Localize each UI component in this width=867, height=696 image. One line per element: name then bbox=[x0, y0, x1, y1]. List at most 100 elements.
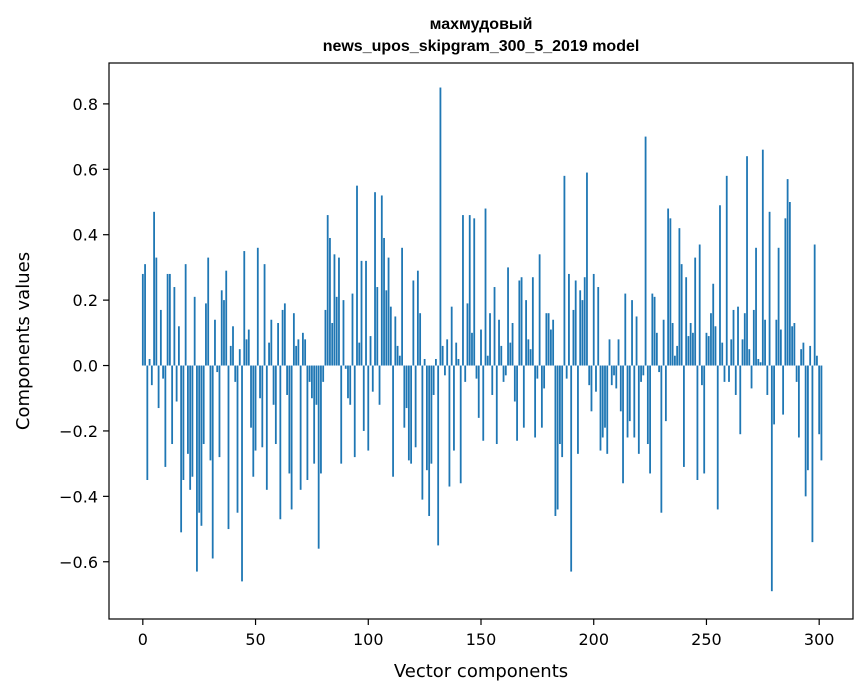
bar bbox=[601, 365, 604, 438]
bar bbox=[376, 287, 379, 366]
bar bbox=[579, 290, 582, 366]
bar bbox=[658, 365, 661, 373]
bar bbox=[286, 365, 289, 395]
bar bbox=[662, 319, 665, 366]
bar bbox=[313, 365, 316, 464]
x-tick-label: 50 bbox=[245, 630, 265, 649]
bar bbox=[308, 365, 311, 382]
bar bbox=[583, 277, 586, 366]
bar bbox=[340, 365, 343, 464]
bar bbox=[193, 296, 196, 366]
bar bbox=[283, 303, 286, 366]
bar bbox=[813, 244, 816, 366]
x-tick-label: 0 bbox=[138, 630, 148, 649]
bar bbox=[410, 365, 413, 464]
bar bbox=[306, 365, 309, 480]
bar bbox=[394, 316, 397, 366]
bar bbox=[737, 306, 739, 366]
bar bbox=[556, 365, 559, 510]
y-tick-label: −0.6 bbox=[59, 553, 98, 572]
bar bbox=[236, 365, 239, 513]
bar bbox=[712, 283, 715, 366]
bar bbox=[637, 365, 640, 454]
bar bbox=[362, 365, 365, 431]
bar-series bbox=[141, 87, 823, 592]
bar bbox=[331, 323, 334, 366]
bar bbox=[168, 273, 171, 366]
bar bbox=[547, 313, 550, 366]
bar bbox=[631, 300, 633, 366]
bar bbox=[295, 345, 298, 366]
bar bbox=[403, 365, 406, 428]
bar bbox=[664, 365, 667, 422]
bar bbox=[484, 208, 487, 366]
bar bbox=[606, 365, 609, 454]
bar bbox=[545, 313, 548, 366]
bar bbox=[779, 329, 782, 366]
bar bbox=[401, 247, 403, 366]
bar bbox=[604, 365, 606, 428]
bar bbox=[184, 264, 187, 366]
bar bbox=[775, 319, 778, 366]
bar bbox=[333, 254, 336, 366]
bar bbox=[592, 273, 595, 366]
bar bbox=[633, 365, 636, 438]
bar bbox=[405, 365, 408, 409]
bar bbox=[626, 365, 629, 438]
bar bbox=[572, 309, 575, 366]
bar bbox=[522, 365, 525, 428]
bar bbox=[615, 365, 618, 389]
bar bbox=[245, 339, 248, 366]
bar bbox=[277, 323, 279, 366]
bar bbox=[570, 365, 573, 572]
bar bbox=[816, 355, 818, 366]
bar bbox=[453, 365, 455, 451]
bar bbox=[565, 365, 568, 379]
bar bbox=[358, 342, 361, 366]
bar bbox=[504, 365, 507, 376]
bar bbox=[265, 365, 268, 490]
bar bbox=[180, 365, 183, 533]
bar bbox=[588, 365, 591, 386]
bar bbox=[730, 339, 733, 366]
bar bbox=[788, 202, 791, 366]
bar bbox=[256, 247, 259, 366]
bar bbox=[599, 365, 602, 451]
bar bbox=[617, 339, 620, 366]
bar bbox=[189, 365, 192, 490]
bar bbox=[568, 273, 570, 366]
bar bbox=[292, 313, 295, 366]
bar bbox=[761, 149, 764, 366]
bar bbox=[802, 342, 805, 366]
bar bbox=[317, 365, 320, 549]
y-tick-label: 0.2 bbox=[73, 291, 98, 310]
bar bbox=[577, 365, 579, 454]
bar bbox=[464, 365, 467, 382]
bar bbox=[166, 273, 169, 366]
bar bbox=[207, 257, 210, 366]
bar bbox=[716, 365, 719, 510]
bar bbox=[430, 365, 433, 464]
bar bbox=[407, 365, 410, 461]
bar bbox=[507, 267, 509, 366]
bar bbox=[455, 342, 458, 366]
bar bbox=[187, 365, 189, 454]
bar bbox=[146, 365, 149, 480]
bar bbox=[734, 365, 737, 395]
bar bbox=[419, 313, 422, 366]
bar bbox=[459, 365, 462, 484]
bar bbox=[421, 365, 424, 500]
bar bbox=[489, 313, 491, 366]
bar bbox=[315, 365, 318, 405]
bar bbox=[644, 136, 647, 366]
bar bbox=[387, 257, 390, 366]
bar bbox=[586, 172, 588, 366]
bar bbox=[247, 329, 250, 366]
bar bbox=[495, 365, 498, 445]
bar bbox=[493, 287, 496, 366]
bar bbox=[534, 365, 537, 438]
bar bbox=[721, 342, 724, 366]
bar bbox=[752, 309, 755, 366]
